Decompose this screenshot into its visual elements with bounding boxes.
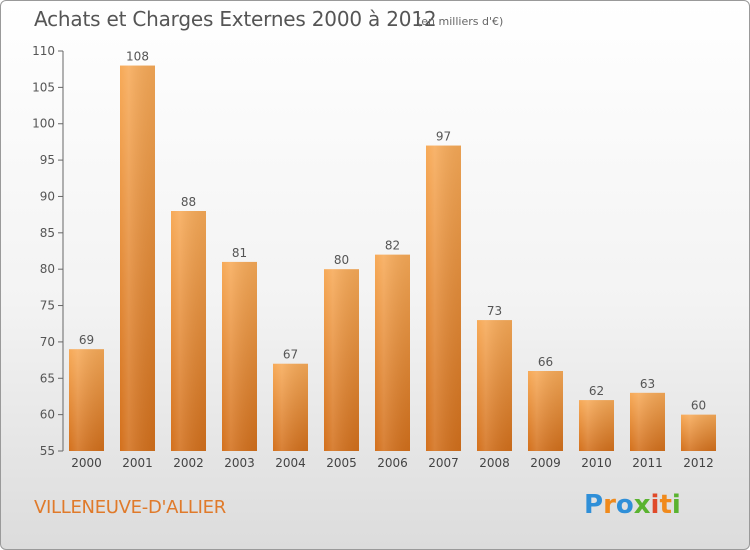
bar-value-label: 82 [385, 239, 400, 253]
bar-2002: 88 [171, 195, 206, 451]
x-axis-labels: 2000 2001 2002 2003 2004 2005 2006 2007 2008 2009… [71, 456, 714, 470]
y-tick-label: 80 [40, 262, 55, 276]
y-tick-label: 110 [32, 44, 55, 58]
bar-2000: 69 [69, 333, 104, 451]
commune-name: VILLENEUVE-D'ALLIER [34, 497, 226, 518]
x-tick-label: 2004 [275, 456, 306, 470]
bar-2008: 73 [477, 304, 512, 451]
bar-value-label: 88 [181, 195, 196, 209]
x-tick-label: 2002 [173, 456, 204, 470]
chart-subtitle: (en milliers d'€) [417, 15, 504, 28]
x-tick-label: 2011 [632, 456, 663, 470]
x-tick-label: 2001 [122, 456, 153, 470]
y-tick-label: 105 [32, 80, 55, 94]
y-tick-label: 70 [40, 335, 55, 349]
bar-2012: 60 [681, 399, 716, 451]
bar-2009: 66 [528, 355, 563, 451]
y-tick-label: 65 [40, 371, 55, 385]
x-tick-label: 2009 [530, 456, 561, 470]
bar-value-label: 67 [283, 348, 298, 362]
bar-2007: 97 [426, 130, 461, 451]
bar-2011: 63 [630, 377, 665, 451]
proxiti-logo: Proxiti [584, 490, 681, 520]
bar-2005: 80 [324, 253, 359, 451]
x-tick-label: 2000 [71, 456, 102, 470]
y-axis: 55 60 65 70 75 80 85 90 95 100 105 110 [32, 44, 64, 458]
bar-shine [630, 392, 665, 451]
x-tick-label: 2008 [479, 456, 510, 470]
x-tick-label: 2010 [581, 456, 612, 470]
x-tick-label: 2003 [224, 456, 255, 470]
bar-shine [477, 320, 512, 451]
x-tick-label: 2006 [377, 456, 408, 470]
bar-shine [681, 414, 716, 451]
bar-value-label: 73 [487, 304, 502, 318]
x-tick-label: 2005 [326, 456, 357, 470]
y-tick-label: 90 [40, 189, 55, 203]
logo-letter: i [671, 490, 681, 520]
logo-letter: P [584, 490, 604, 520]
bar-value-label: 69 [79, 333, 94, 347]
bar-shine [579, 400, 614, 451]
bar-2006: 82 [375, 239, 410, 451]
bar-value-label: 66 [538, 355, 553, 369]
bar-2001: 108 [120, 50, 155, 451]
logo-letter: x [633, 490, 651, 520]
bar-shine [324, 269, 359, 451]
x-tick-label: 2007 [428, 456, 459, 470]
bar-2010: 62 [579, 384, 614, 451]
bar-shine [69, 349, 104, 451]
y-tick-label: 55 [40, 444, 55, 458]
bar-shine [426, 145, 461, 451]
y-tick-label: 75 [40, 299, 55, 313]
y-tick-label: 60 [40, 408, 55, 422]
bar-2004: 67 [273, 348, 308, 451]
bar-value-label: 81 [232, 246, 247, 260]
x-tick-label: 2012 [683, 456, 714, 470]
bar-shine [273, 363, 308, 451]
logo-letter: o [615, 490, 634, 520]
bars: 69 108 88 81 67 80 82 97 73 66 62 63 60 [69, 50, 716, 451]
bar-value-label: 97 [436, 130, 451, 144]
y-tick-label: 100 [32, 117, 55, 131]
bar-value-label: 108 [126, 50, 149, 64]
bar-value-label: 80 [334, 253, 349, 267]
y-tick-label: 95 [40, 153, 55, 167]
bar-shine [222, 261, 257, 451]
bar-value-label: 60 [691, 399, 706, 413]
bar-2003: 81 [222, 246, 257, 451]
bar-shine [528, 371, 563, 451]
bar-value-label: 62 [589, 384, 604, 398]
y-tick-label: 85 [40, 226, 55, 240]
logo-letter: t [659, 490, 672, 520]
bar-value-label: 63 [640, 377, 655, 391]
logo-letter: i [650, 490, 660, 520]
chart-title: Achats et Charges Externes 2000 à 2012 [34, 7, 437, 31]
logo-letter: r [603, 490, 616, 520]
bar-shine [375, 254, 410, 451]
bar-shine [120, 65, 155, 451]
bar-shine [171, 211, 206, 451]
